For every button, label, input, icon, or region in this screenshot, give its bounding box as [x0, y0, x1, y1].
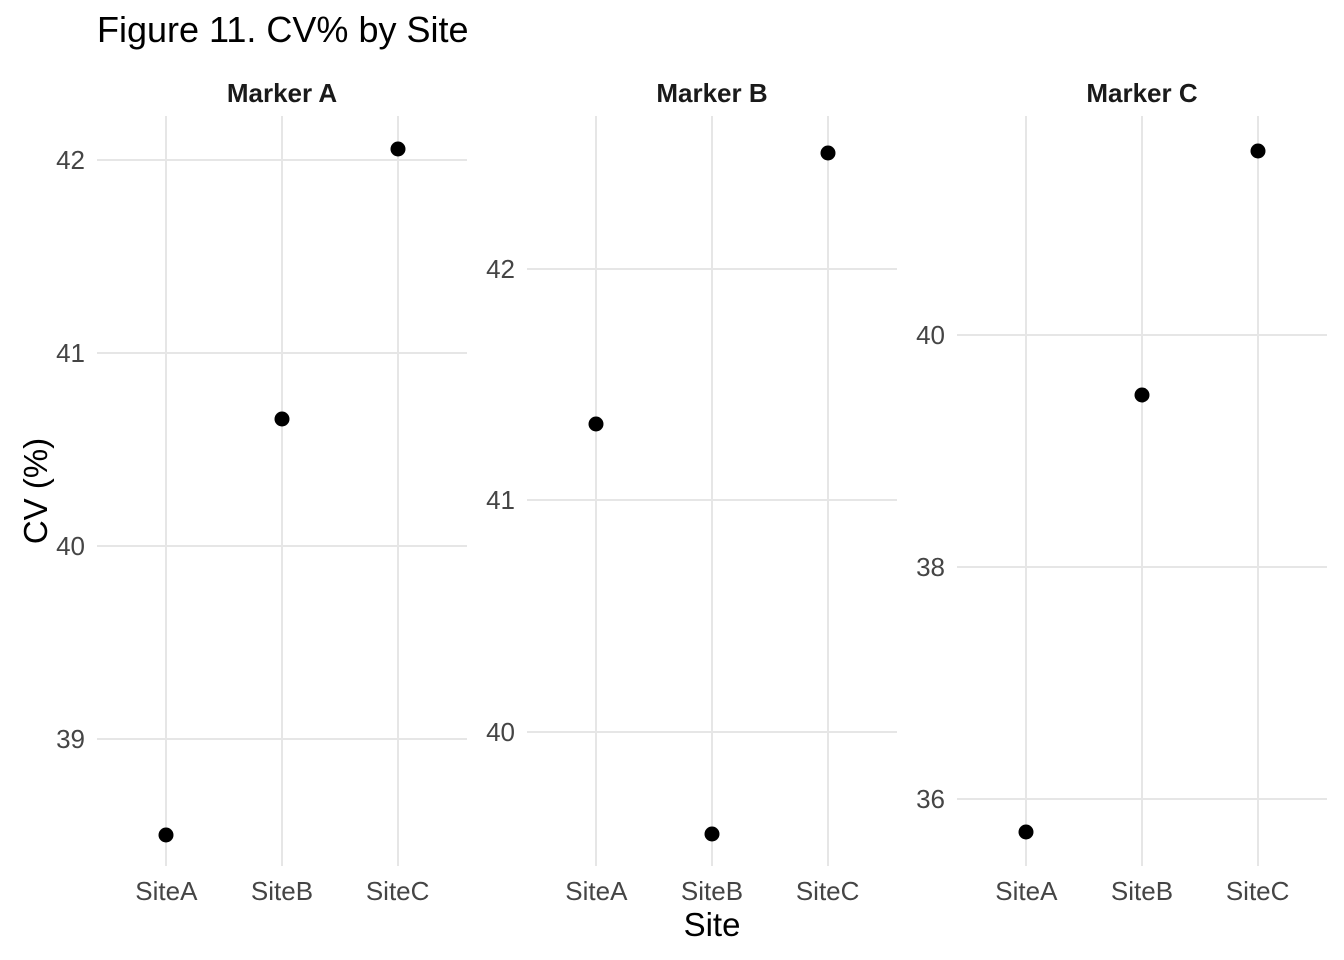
data-point — [390, 141, 406, 157]
y-gridline — [957, 797, 1327, 800]
y-tick-label: 40 — [486, 716, 515, 747]
data-point — [1250, 143, 1266, 159]
y-tick-label: 41 — [486, 485, 515, 516]
x-tick-label: SiteA — [995, 876, 1058, 906]
x-tick-label: SiteB — [250, 876, 314, 906]
facet-strip-title: Marker C — [1086, 78, 1198, 108]
facet-panel — [527, 116, 897, 866]
y-gridline — [97, 352, 467, 355]
y-gridline — [527, 267, 897, 270]
facet-strip-title: Marker A — [226, 78, 338, 108]
x-tick-label: SiteB — [680, 876, 744, 906]
x-tick-label: SiteA — [565, 876, 628, 906]
x-tick-label: SiteC — [795, 876, 860, 906]
x-tick-label: SiteC — [1225, 876, 1290, 906]
data-point — [158, 827, 174, 843]
y-tick-label: 42 — [56, 145, 85, 176]
x-axis-title: Site — [683, 906, 741, 943]
y-gridline — [957, 334, 1327, 337]
y-tick-label: 40 — [916, 320, 945, 351]
facet-panel — [97, 116, 467, 866]
y-gridline — [527, 499, 897, 502]
y-tick-label: 36 — [916, 783, 945, 814]
y-tick-label: 38 — [916, 551, 945, 582]
y-gridline — [957, 565, 1327, 568]
y-axis-title: CV (%) — [17, 437, 54, 545]
facet-panel — [957, 116, 1327, 866]
data-point — [704, 826, 720, 842]
y-tick-label: 40 — [56, 530, 85, 561]
y-tick-label: 42 — [486, 253, 515, 284]
data-point — [588, 416, 604, 432]
x-gridline — [165, 116, 168, 866]
facet-strip-title: Marker B — [656, 78, 768, 108]
chart-title: Figure 11. CV% by Site — [97, 9, 469, 50]
y-gridline — [97, 159, 467, 162]
x-tick-label: SiteB — [1110, 876, 1174, 906]
x-gridline — [1025, 116, 1028, 866]
x-gridline — [396, 116, 399, 866]
data-point — [1018, 824, 1034, 840]
data-point — [1134, 387, 1150, 403]
y-gridline — [527, 730, 897, 733]
y-tick-label: 39 — [56, 723, 85, 754]
x-tick-label: SiteA — [135, 876, 198, 906]
x-gridline — [826, 116, 829, 866]
x-gridline — [1141, 116, 1143, 866]
data-point — [274, 411, 290, 427]
x-gridline — [1256, 116, 1259, 866]
y-gridline — [97, 544, 467, 547]
x-gridline — [595, 116, 598, 866]
data-point — [820, 145, 836, 161]
y-gridline — [97, 737, 467, 740]
x-gridline — [281, 116, 283, 866]
x-tick-label: SiteC — [365, 876, 430, 906]
y-tick-label: 41 — [56, 338, 85, 369]
x-gridline — [711, 116, 713, 866]
